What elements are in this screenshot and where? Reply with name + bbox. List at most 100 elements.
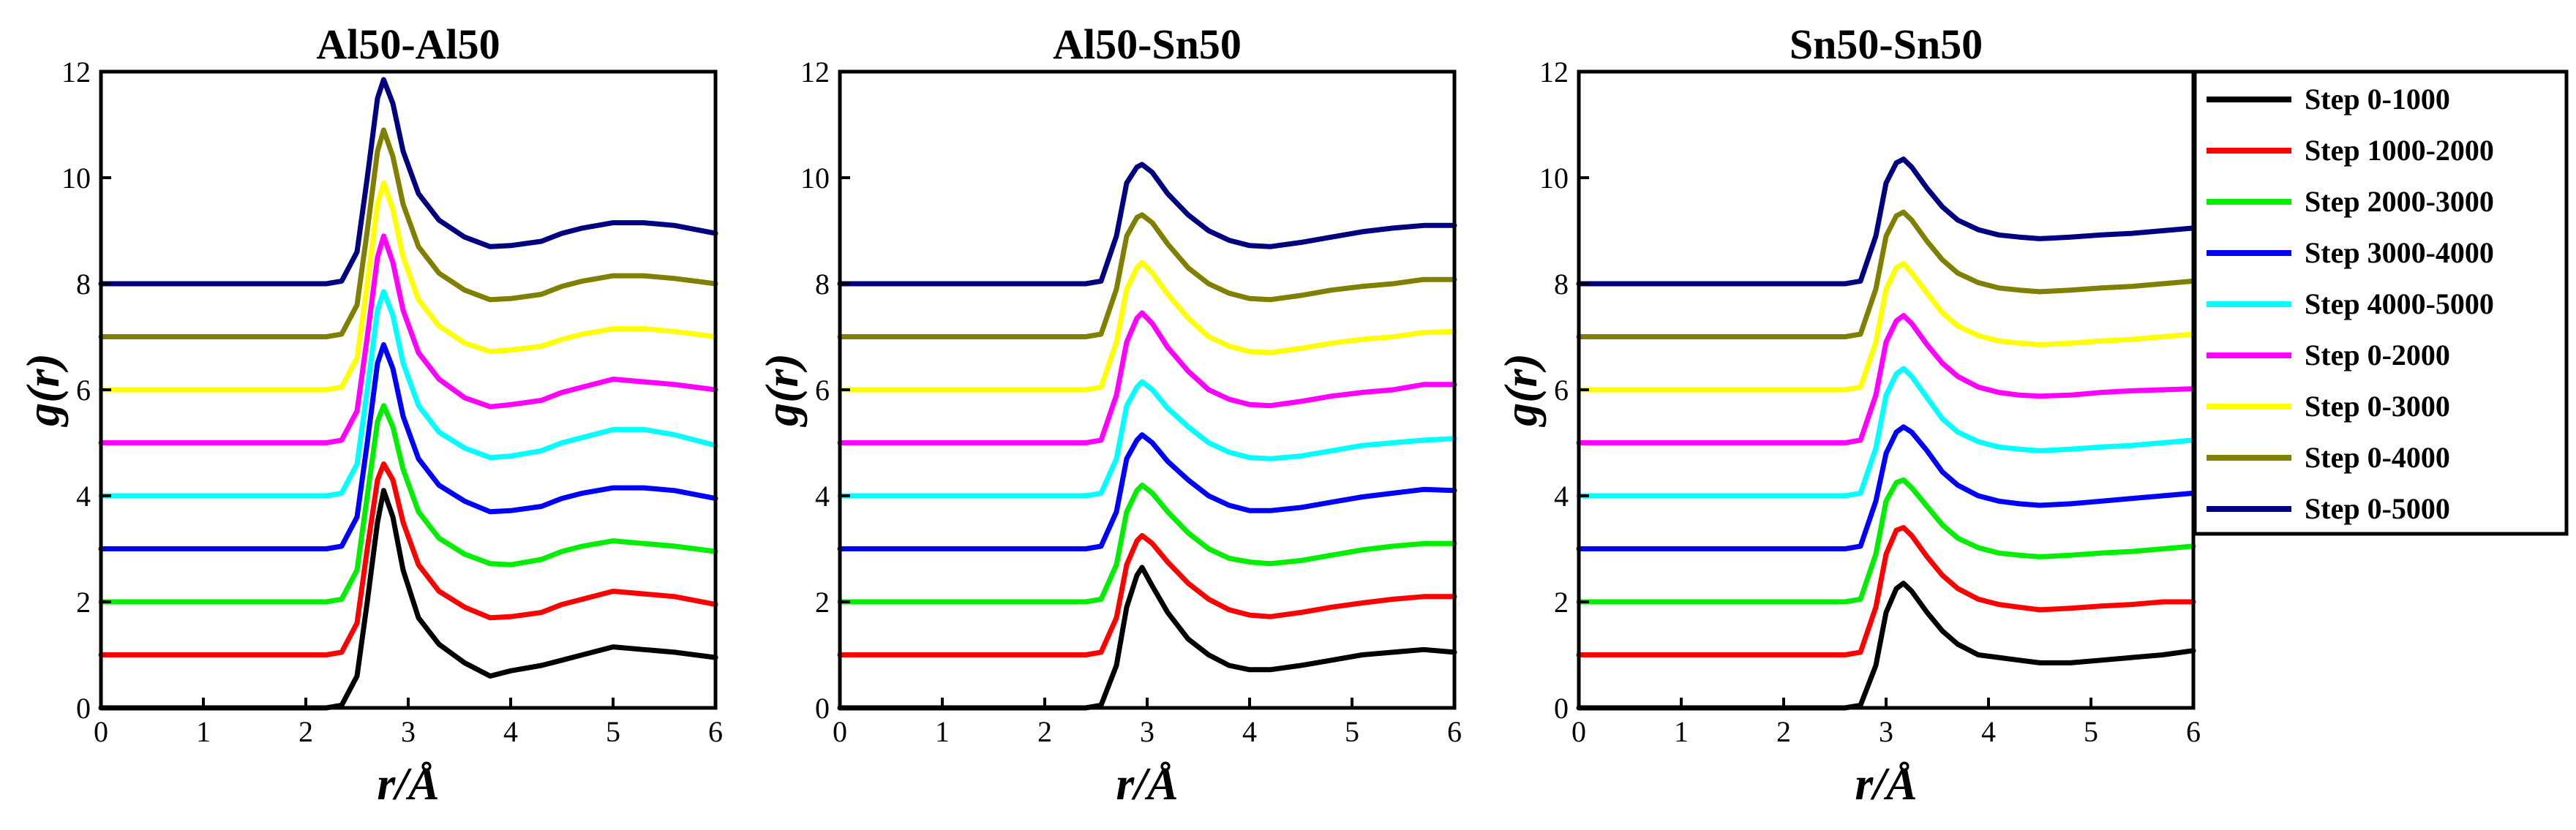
series-line-step-0-2000	[837, 310, 1457, 445]
x-tick-label: 1	[1674, 715, 1689, 748]
y-tick-label: 8	[815, 268, 830, 301]
panel-title: Al50-Al50	[316, 20, 500, 68]
x-tick-label: 2	[298, 715, 313, 748]
series-line-step-0-3000	[837, 260, 1457, 393]
x-tick-label: 5	[2084, 715, 2098, 748]
y-tick-label: 10	[800, 162, 830, 195]
x-axis-label: r/Å	[377, 758, 439, 810]
x-tick-label: 6	[1447, 715, 1462, 748]
legend-entry: Step 3000-4000	[2207, 236, 2494, 269]
legend-entry: Step 0-4000	[2207, 441, 2450, 474]
series-line-step-2000-3000	[98, 403, 718, 605]
series-line-step-0-3000	[1576, 261, 2196, 393]
legend-entry: Step 4000-5000	[2207, 287, 2494, 320]
plot-area	[98, 77, 718, 711]
x-tick-label: 5	[1345, 715, 1359, 748]
panel-title: Al50-Sn50	[1053, 20, 1242, 68]
y-tick-label: 12	[1539, 56, 1569, 88]
y-axis-label: g(r)	[17, 353, 69, 428]
y-tick-label: 0	[1554, 692, 1569, 725]
y-tick-label: 12	[61, 56, 91, 88]
y-tick-label: 8	[76, 268, 91, 301]
x-axis-ticks: 0 1 2 3 4 5 6	[94, 698, 723, 748]
y-axis-ticks: 0 2 4 6 8 10 12	[800, 56, 850, 725]
series-line-step-1000-2000	[1576, 525, 2196, 657]
legend: Step 0-1000 Step 1000-2000 Step 2000-3000 S…	[2193, 69, 2569, 536]
series-line-step-0-5000	[837, 162, 1457, 287]
y-tick-label: 0	[815, 692, 830, 725]
series-line-step-0-2000	[1576, 313, 2196, 445]
y-tick-label: 2	[76, 586, 91, 619]
legend-label: Step 0-2000	[2305, 339, 2450, 371]
y-tick-label: 6	[815, 374, 830, 407]
series-line-step-0-4000	[98, 127, 718, 339]
series-line-step-0-1000	[98, 488, 718, 711]
series-line-step-0-1000	[837, 565, 1457, 711]
x-tick-label: 6	[2186, 715, 2201, 748]
y-tick-label: 4	[815, 480, 830, 513]
legend-label: Step 0-4000	[2305, 441, 2450, 474]
x-tick-label: 0	[1571, 715, 1586, 748]
y-tick-label: 6	[1554, 374, 1569, 407]
y-tick-label: 2	[1554, 586, 1569, 619]
x-tick-label: 4	[503, 715, 518, 748]
legend-entry: Step 0-3000	[2207, 390, 2450, 423]
series-line-step-4000-5000	[98, 289, 718, 499]
legend-label: Step 0-3000	[2305, 390, 2450, 423]
legend-entry: Step 0-1000	[2207, 83, 2450, 116]
x-tick-label: 0	[94, 715, 108, 748]
legend-entry: Step 0-5000	[2207, 492, 2450, 525]
x-axis-label: r/Å	[1116, 758, 1178, 810]
legend-label: Step 0-1000	[2305, 83, 2450, 116]
legend-label: Step 2000-3000	[2305, 185, 2494, 218]
y-axis-label: g(r)	[756, 353, 808, 428]
series-line-step-0-2000	[98, 233, 718, 445]
y-axis-label: g(r)	[1495, 353, 1547, 428]
x-tick-label: 0	[833, 715, 847, 748]
series-line-step-2000-3000	[1576, 477, 2196, 605]
y-tick-label: 8	[1554, 268, 1569, 301]
x-tick-label: 3	[401, 715, 416, 748]
y-tick-label: 0	[76, 692, 91, 725]
legend-entry: Step 2000-3000	[2207, 185, 2494, 218]
legend-label: Step 1000-2000	[2305, 134, 2494, 167]
y-tick-label: 10	[1539, 162, 1569, 195]
legend-entry: Step 1000-2000	[2207, 134, 2494, 167]
series-line-step-3000-4000	[98, 342, 718, 551]
series-line-step-0-5000	[98, 77, 718, 287]
y-tick-label: 2	[815, 586, 830, 619]
y-tick-label: 4	[76, 480, 91, 513]
x-tick-label: 4	[1981, 715, 1996, 748]
x-axis-ticks: 0 1 2 3 4 5 6	[1571, 698, 2201, 748]
series-line-step-3000-4000	[837, 432, 1457, 551]
x-tick-label: 5	[606, 715, 620, 748]
legend-items: Step 0-1000 Step 1000-2000 Step 2000-3000 S…	[2207, 83, 2494, 525]
y-axis-ticks: 0 2 4 6 8 10 12	[61, 56, 111, 725]
y-tick-label: 10	[61, 162, 91, 195]
series-line-step-4000-5000	[1576, 366, 2196, 499]
x-axis-label: r/Å	[1855, 758, 1917, 810]
series-line-step-0-4000	[837, 212, 1457, 339]
series-line-step-4000-5000	[837, 379, 1457, 499]
legend-label: Step 3000-4000	[2305, 236, 2494, 269]
series-line-step-1000-2000	[98, 461, 718, 657]
plot-area	[837, 162, 1457, 711]
y-axis-ticks: 0 2 4 6 8 10 12	[1539, 56, 1589, 725]
x-tick-label: 3	[1879, 715, 1893, 748]
y-tick-label: 12	[800, 56, 830, 88]
series-line-step-0-4000	[1576, 209, 2196, 339]
series-line-step-1000-2000	[837, 532, 1457, 657]
plot-area	[1576, 156, 2196, 711]
series-line-step-0-3000	[98, 180, 718, 393]
x-axis-ticks: 0 1 2 3 4 5 6	[833, 698, 1462, 748]
legend-entry: Step 0-2000	[2207, 339, 2450, 371]
x-tick-label: 2	[1776, 715, 1791, 748]
y-tick-label: 6	[76, 374, 91, 407]
panel-title: Sn50-Sn50	[1790, 20, 1983, 68]
legend-label: Step 4000-5000	[2305, 287, 2494, 320]
